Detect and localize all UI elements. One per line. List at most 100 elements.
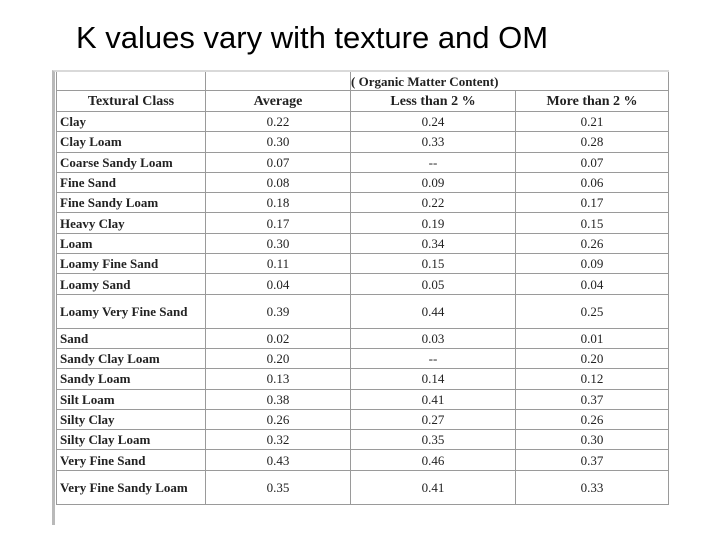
textural-class-cell: Sandy Clay Loam [56, 347, 206, 370]
group-header-row: ( Organic Matter Content) [56, 72, 670, 91]
average-cell: 0.38 [205, 388, 351, 410]
average-cell: 0.22 [205, 110, 351, 133]
more-than-2-cell: 0.15 [514, 212, 670, 234]
table-body: Clay 0.22 0.24 0.21 Clay Loam 0.30 0.33 0.28 Coa… [56, 110, 670, 505]
more-than-2-cell: 0.30 [514, 429, 670, 451]
more-than-2-cell: 0.25 [514, 293, 670, 329]
table-row: Heavy Clay 0.17 0.19 0.15 [56, 212, 670, 234]
table-row: Sandy Clay Loam 0.20 -- 0.20 [56, 347, 670, 370]
table-row: Very Fine Sandy Loam 0.35 0.41 0.33 [56, 469, 670, 505]
more-than-2-cell: 0.28 [514, 131, 670, 153]
table-row: Silty Clay Loam 0.32 0.35 0.30 [56, 429, 670, 451]
textural-class-cell: Very Fine Sand [56, 449, 206, 471]
textural-class-cell: Fine Sand [56, 171, 206, 194]
average-cell: 0.30 [205, 131, 351, 153]
average-cell: 0.43 [205, 449, 351, 471]
table-row: Sandy Loam 0.13 0.14 0.12 [56, 368, 670, 390]
more-than-2-cell: 0.01 [514, 327, 670, 349]
average-cell: 0.26 [205, 408, 351, 431]
textural-class-cell: Loamy Fine Sand [56, 253, 206, 275]
more-than-2-cell: 0.04 [514, 273, 670, 295]
more-than-2-cell: 0.07 [514, 151, 670, 173]
more-than-2-cell: 0.12 [514, 368, 670, 390]
textural-class-cell: Heavy Clay [56, 212, 206, 234]
less-than-2-cell: 0.05 [350, 273, 516, 295]
less-than-2-cell: -- [350, 347, 516, 370]
table-row: Coarse Sandy Loam 0.07 -- 0.07 [56, 151, 670, 173]
less-than-2-cell: 0.41 [350, 469, 516, 505]
table-row: Very Fine Sand 0.43 0.46 0.37 [56, 449, 670, 471]
less-than-2-cell: 0.15 [350, 253, 516, 275]
textural-class-cell: Silty Clay Loam [56, 429, 206, 451]
table-frame [52, 70, 669, 525]
average-cell: 0.08 [205, 171, 351, 194]
table-row: Clay Loam 0.30 0.33 0.28 [56, 131, 670, 153]
more-than-2-cell: 0.06 [514, 171, 670, 194]
more-than-2-cell: 0.26 [514, 232, 670, 255]
table-row: Loamy Sand 0.04 0.05 0.04 [56, 273, 670, 295]
less-than-2-cell: 0.33 [350, 131, 516, 153]
less-than-2-cell: 0.44 [350, 293, 516, 329]
header-average: Average [205, 90, 351, 112]
table-row: Silty Clay 0.26 0.27 0.26 [56, 408, 670, 431]
textural-class-cell: Sandy Loam [56, 368, 206, 390]
average-cell: 0.18 [205, 192, 351, 214]
header-textural-class: Textural Class [56, 90, 206, 112]
group-header-blank [56, 72, 206, 91]
group-header-blank [205, 72, 351, 91]
less-than-2-cell: -- [350, 151, 516, 173]
less-than-2-cell: 0.41 [350, 388, 516, 410]
slide-title: K values vary with texture and OM [76, 20, 549, 55]
average-cell: 0.17 [205, 212, 351, 234]
table-row: Sand 0.02 0.03 0.01 [56, 327, 670, 349]
less-than-2-cell: 0.19 [350, 212, 516, 234]
less-than-2-cell: 0.27 [350, 408, 516, 431]
average-cell: 0.35 [205, 469, 351, 505]
more-than-2-cell: 0.37 [514, 388, 670, 410]
less-than-2-cell: 0.46 [350, 449, 516, 471]
average-cell: 0.20 [205, 347, 351, 370]
table-row: Fine Sandy Loam 0.18 0.22 0.17 [56, 192, 670, 214]
average-cell: 0.02 [205, 327, 351, 349]
table-row: Loamy Fine Sand 0.11 0.15 0.09 [56, 253, 670, 275]
more-than-2-cell: 0.33 [514, 469, 670, 505]
more-than-2-cell: 0.17 [514, 192, 670, 214]
table-row: Clay 0.22 0.24 0.21 [56, 110, 670, 133]
table-row: Fine Sand 0.08 0.09 0.06 [56, 171, 670, 194]
less-than-2-cell: 0.14 [350, 368, 516, 390]
average-cell: 0.39 [205, 293, 351, 329]
textural-class-cell: Clay Loam [56, 131, 206, 153]
k-values-table: ( Organic Matter Content) Textural Class… [56, 72, 670, 505]
average-cell: 0.30 [205, 232, 351, 255]
average-cell: 0.04 [205, 273, 351, 295]
textural-class-cell: Fine Sandy Loam [56, 192, 206, 214]
textural-class-cell: Coarse Sandy Loam [56, 151, 206, 173]
textural-class-cell: Loamy Sand [56, 273, 206, 295]
textural-class-cell: Sand [56, 327, 206, 349]
table-row: Loamy Very Fine Sand 0.39 0.44 0.25 [56, 293, 670, 329]
more-than-2-cell: 0.37 [514, 449, 670, 471]
less-than-2-cell: 0.22 [350, 192, 516, 214]
average-cell: 0.13 [205, 368, 351, 390]
textural-class-cell: Loamy Very Fine Sand [56, 293, 206, 329]
less-than-2-cell: 0.35 [350, 429, 516, 451]
organic-matter-header: ( Organic Matter Content) [349, 72, 670, 91]
more-than-2-cell: 0.09 [514, 253, 670, 275]
textural-class-cell: Silt Loam [56, 388, 206, 410]
average-cell: 0.11 [205, 253, 351, 275]
table-row: Loam 0.30 0.34 0.26 [56, 232, 670, 255]
less-than-2-cell: 0.24 [350, 110, 516, 133]
less-than-2-cell: 0.03 [350, 327, 516, 349]
header-less-than-2: Less than 2 % [350, 90, 516, 112]
more-than-2-cell: 0.20 [514, 347, 670, 370]
less-than-2-cell: 0.09 [350, 171, 516, 194]
textural-class-cell: Silty Clay [56, 408, 206, 431]
more-than-2-cell: 0.26 [514, 408, 670, 431]
column-header-row: Textural Class Average Less than 2 % Mor… [56, 90, 670, 112]
header-more-than-2: More than 2 % [514, 90, 670, 112]
textural-class-cell: Loam [56, 232, 206, 255]
textural-class-cell: Clay [56, 110, 206, 133]
table-row: Silt Loam 0.38 0.41 0.37 [56, 388, 670, 410]
textural-class-cell: Very Fine Sandy Loam [56, 469, 206, 505]
average-cell: 0.07 [205, 151, 351, 173]
